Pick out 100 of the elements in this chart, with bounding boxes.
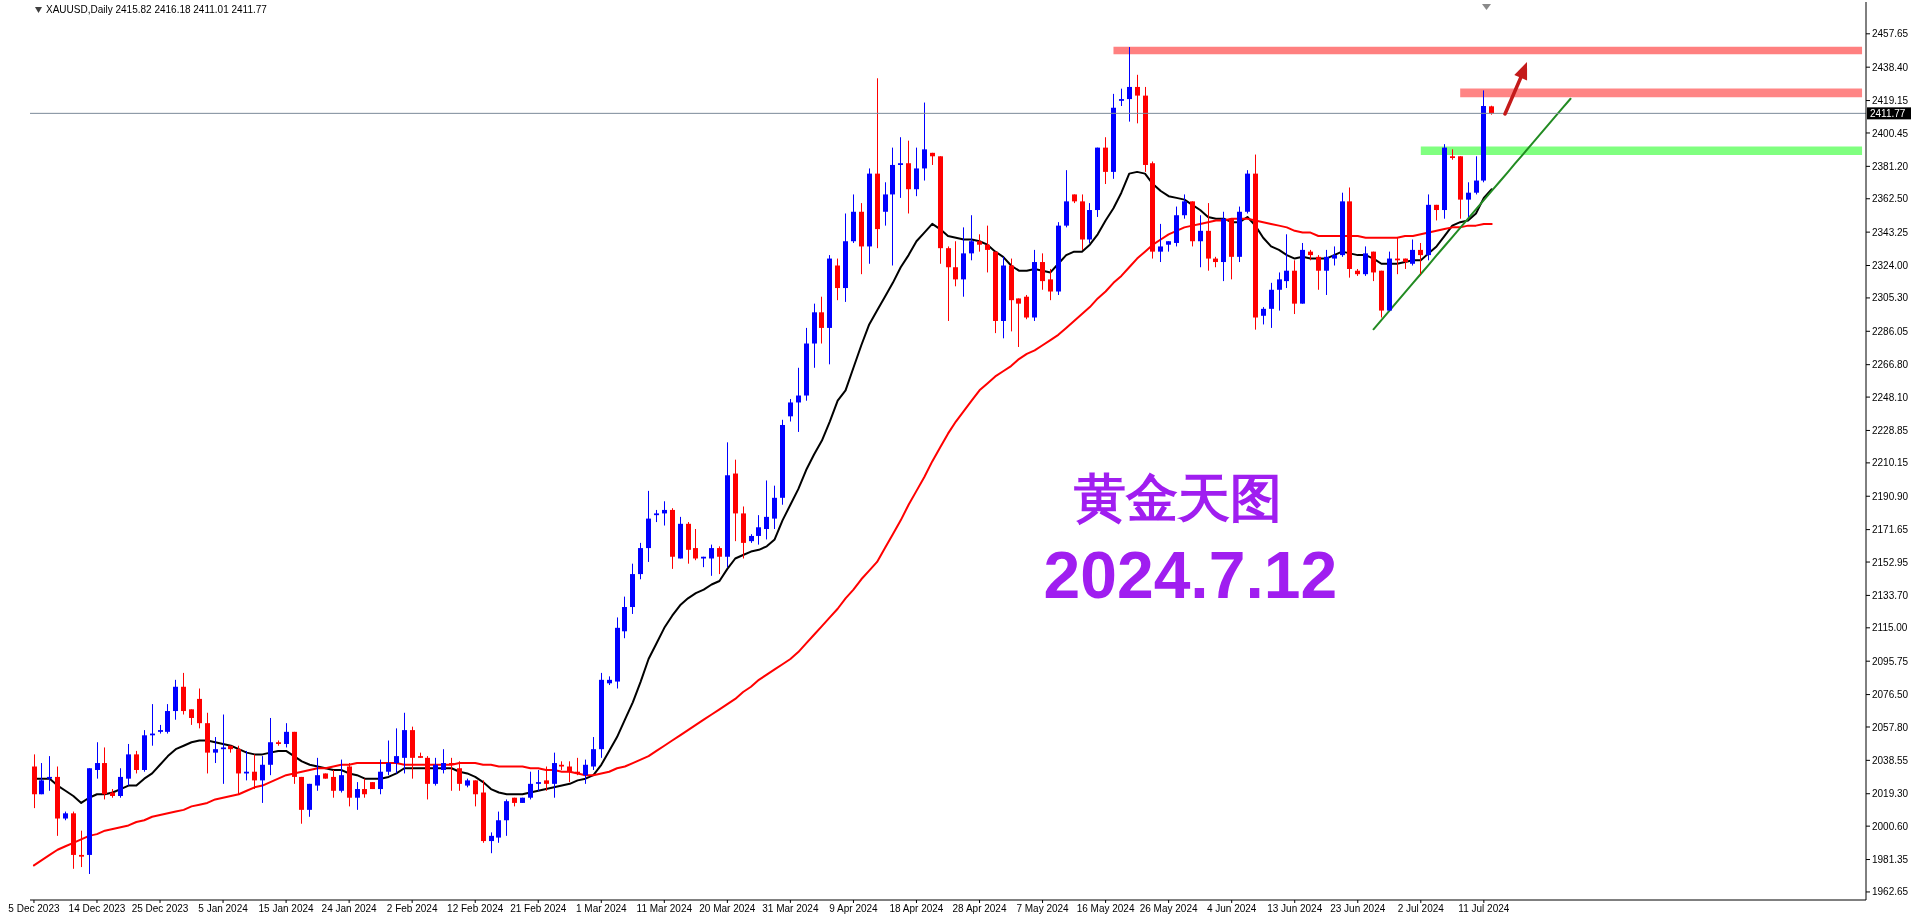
x-tick-label: 2 Feb 2024	[386, 903, 438, 915]
candlestick	[504, 798, 509, 837]
x-tick-label: 24 Jan 2024	[321, 903, 378, 915]
x-tick-label: 13 Jun 2024	[1267, 903, 1323, 915]
candlestick	[386, 740, 391, 776]
candlestick	[1198, 214, 1203, 268]
x-tick-label: 26 May 2024	[1139, 903, 1198, 915]
y-tick-label: 2115.00	[1872, 622, 1908, 634]
candlestick	[1284, 233, 1289, 289]
candlestick	[985, 225, 990, 273]
x-tick-label: 25 Dec 2023	[131, 903, 189, 915]
y-tick-label: 2190.90	[1872, 490, 1909, 502]
y-tick-label: 2400.45	[1872, 127, 1909, 139]
candlestick	[134, 750, 139, 774]
candlestick	[1182, 193, 1187, 220]
candlestick	[1016, 297, 1021, 348]
x-tick-label: 2 Jul 2024	[1397, 903, 1445, 915]
candlestick	[95, 741, 100, 780]
candlestick	[449, 757, 454, 792]
y-tick-label: 2076.50	[1872, 689, 1909, 701]
candlestick	[1474, 155, 1479, 195]
x-tick-label: 5 Dec 2023	[8, 903, 60, 915]
candlestick	[1410, 239, 1415, 267]
y-tick-label: 2266.80	[1872, 359, 1909, 371]
candlestick	[1363, 245, 1368, 277]
y-tick-label: 2210.15	[1872, 457, 1909, 469]
candlestick	[1158, 223, 1163, 263]
candlestick	[709, 544, 714, 577]
candlestick	[1277, 271, 1282, 312]
y-tick-label: 2419.15	[1872, 95, 1909, 107]
candlestick	[1371, 251, 1376, 282]
candlestick	[394, 727, 399, 774]
candlestick	[1269, 282, 1274, 329]
candlestick	[756, 514, 761, 546]
candlestick	[544, 766, 549, 792]
candlestick	[1135, 74, 1140, 124]
y-tick-label: 2362.50	[1872, 193, 1909, 205]
line-series	[1372, 97, 1572, 331]
candlestick	[914, 147, 919, 197]
candlestick	[1332, 245, 1337, 267]
candlestick	[953, 240, 958, 287]
candlestick	[717, 545, 722, 575]
x-tick-label: 11 Jul 2024	[1458, 903, 1510, 915]
ref-line-label: 2411.77	[1870, 108, 1906, 120]
annotation: XAUUSD,Daily 2415.82 2416.18 2411.01 2411.77	[46, 4, 267, 16]
y-tick-label: 2343.25	[1872, 226, 1909, 238]
candlestick	[583, 759, 588, 785]
candlestick	[528, 771, 533, 800]
y-tick-label: 2000.60	[1872, 820, 1909, 832]
y-tick-label: 2152.95	[1872, 556, 1909, 568]
candlestick	[39, 762, 44, 795]
x-tick-label: 4 Jun 2024	[1206, 903, 1257, 915]
candlestick	[441, 748, 446, 774]
candlestick	[457, 760, 462, 792]
candlestick	[47, 755, 52, 792]
candlestick	[835, 258, 840, 301]
candlestick	[1048, 268, 1053, 301]
x-tick-label: 7 May 2024	[1016, 903, 1070, 915]
y-tick-label: 2019.30	[1872, 788, 1909, 800]
candlestick	[331, 769, 336, 799]
candlestick	[118, 767, 123, 799]
candlestick	[268, 717, 273, 776]
x-tick-label: 9 Apr 2024	[829, 903, 879, 915]
candlestick	[1024, 294, 1029, 320]
x-tick-label: 21 Feb 2024	[510, 903, 567, 915]
x-tick-label: 15 Jan 2024	[258, 903, 315, 915]
x-tick-label: 12 Feb 2024	[447, 903, 504, 915]
candlestick	[552, 752, 557, 799]
candlestick	[221, 714, 226, 785]
candlestick	[473, 779, 478, 807]
text: 黄金天图	[1073, 467, 1282, 528]
candlestick	[1466, 181, 1471, 218]
candlestick	[339, 759, 344, 794]
candlestick	[165, 703, 170, 735]
candlestick	[946, 245, 951, 322]
candlestick	[1324, 249, 1329, 296]
candlestick	[489, 831, 494, 854]
y-tick-label: 2305.30	[1872, 292, 1909, 304]
y-tick-label: 2095.75	[1872, 655, 1909, 667]
candlestick	[355, 781, 360, 811]
candlestick	[362, 778, 367, 799]
candlestick	[496, 811, 501, 844]
candlestick	[1040, 252, 1045, 291]
candlestick	[772, 485, 777, 530]
candlestick	[898, 136, 903, 199]
candlestick	[1316, 254, 1321, 291]
x-tick-label: 31 Mar 2024	[762, 903, 819, 915]
candlestick	[591, 736, 596, 771]
y-tick-label: 2171.65	[1872, 524, 1909, 536]
candlestick	[1450, 148, 1455, 161]
candlestick	[1418, 242, 1423, 275]
candlestick	[788, 398, 793, 423]
candlestick	[764, 479, 769, 540]
candlestick	[567, 760, 572, 783]
x-tick-label: 20 Mar 2024	[699, 903, 756, 915]
candlestick	[252, 753, 257, 790]
x-tick-label: 5 Jan 2024	[198, 903, 249, 915]
candlestick	[693, 528, 698, 561]
y-tick-label: 1981.35	[1872, 854, 1909, 866]
y-tick-label: 2286.05	[1872, 325, 1909, 337]
